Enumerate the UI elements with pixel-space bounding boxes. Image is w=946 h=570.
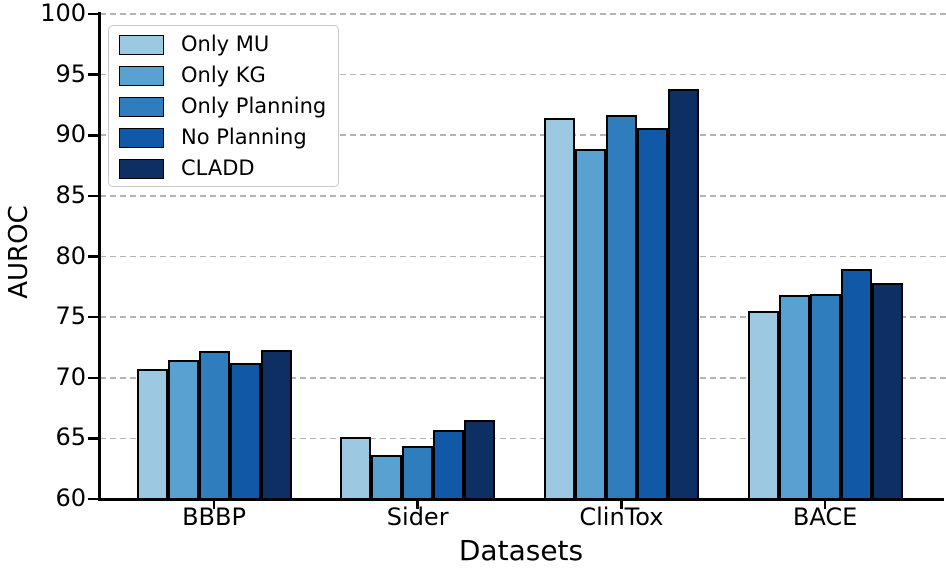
y-tick-75 [88,315,100,319]
legend-label-cladd: CLADD [181,156,255,180]
bar-only-kg-sider [371,455,403,501]
x-axis-spine [98,498,944,501]
gridline-85 [100,195,946,197]
y-tick-95 [88,73,100,76]
y-tick-label-85: 85 [55,180,86,209]
legend-item-cladd: CLADD [109,153,338,184]
bar-cladd-bace [871,283,903,501]
gridline-100 [100,13,946,15]
y-tick-85 [88,194,100,198]
x-axis-label: Datasets [458,534,584,567]
y-tick-label-60: 60 [55,484,86,513]
gridline-95 [100,73,946,76]
bar-only-planning-bace [809,294,841,501]
y-tick-label-95: 95 [55,59,86,88]
gridline-80 [100,255,946,258]
y-tick-70 [88,376,100,379]
y-tick-90 [88,134,100,137]
x-tick-bace [823,500,827,509]
bar-only-mu-bbbp [136,369,168,501]
y-tick-label-100: 100 [40,0,86,28]
bar-cladd-bbbp [260,349,292,501]
legend-swatch-only-mu [119,34,164,55]
y-tick-label-80: 80 [55,241,86,270]
legend-label-only-kg: Only KG [181,63,266,87]
bar-only-planning-clintox [605,114,637,501]
bar-no-planning-bace [840,268,872,501]
bar-no-planning-clintox [636,127,668,501]
y-tick-label-70: 70 [55,362,86,391]
legend-swatch-only-kg [119,65,164,86]
x-tick-label-clintox: ClinTox [579,503,664,531]
bar-only-kg-bbbp [167,359,199,501]
legend: Only MU Only KG Only Planning No Planning CL… [108,25,339,187]
gridline-90 [100,134,946,137]
x-tick-label-bace: BACE [792,503,858,531]
gridline-65 [100,437,946,440]
bar-only-planning-sider [402,445,434,501]
legend-label-only-mu: Only MU [181,32,270,56]
bar-only-mu-sider [340,437,372,501]
legend-label-no-planning: No Planning [181,125,307,149]
legend-label-only-planning: Only Planning [181,94,327,118]
y-tick-65 [88,437,100,440]
y-tick-label-65: 65 [55,423,86,452]
x-tick-clintox [620,500,623,509]
legend-item-only-kg: Only KG [109,60,338,91]
legend-swatch-cladd [119,158,164,179]
legend-item-no-planning: No Planning [109,122,338,153]
x-tick-label-sider: Sider [386,503,449,531]
bar-no-planning-sider [433,429,465,501]
legend-item-only-mu: Only MU [109,29,338,60]
legend-item-only-planning: Only Planning [109,91,338,122]
bar-cladd-sider [464,420,496,501]
gridline-75 [100,316,946,318]
y-tick-label-90: 90 [55,120,86,149]
y-tick-label-75: 75 [55,302,86,331]
bar-only-mu-clintox [543,118,575,501]
bar-cladd-clintox [667,89,699,501]
y-tick-80 [88,255,100,258]
x-tick-sider [416,500,419,509]
bar-only-kg-bace [778,295,810,501]
gridline-70 [100,376,946,379]
bar-only-planning-bbbp [198,351,230,501]
y-tick-60 [88,497,100,501]
bar-only-kg-clintox [574,148,606,501]
bar-only-mu-bace [747,311,779,501]
bar-no-planning-bbbp [229,363,261,501]
legend-swatch-only-planning [119,96,164,117]
x-tick-bbbp [212,500,216,509]
x-tick-label-bbbp: BBBP [182,503,246,531]
legend-swatch-no-planning [119,127,164,148]
y-tick-100 [88,12,100,16]
